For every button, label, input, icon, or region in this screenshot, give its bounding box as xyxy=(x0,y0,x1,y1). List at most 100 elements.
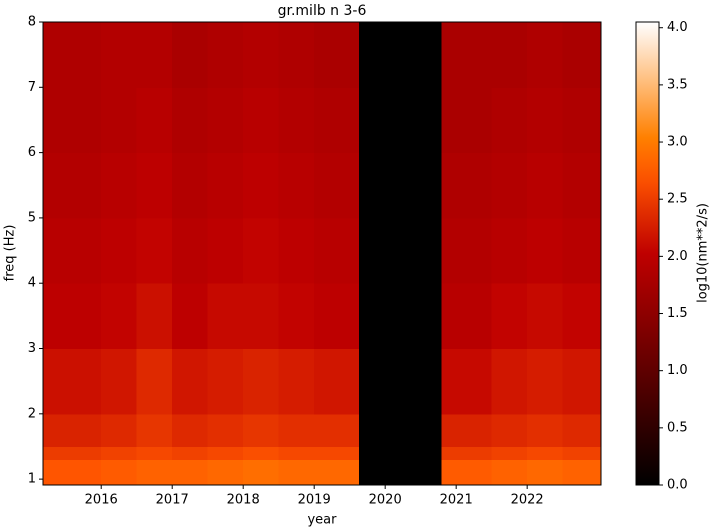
heatmap-cell xyxy=(43,348,102,415)
colorbar-tick-label: 4.0 xyxy=(667,20,688,35)
heatmap-cell xyxy=(101,22,138,88)
heatmap-cell xyxy=(441,22,493,88)
heatmap-cell xyxy=(441,152,493,219)
heatmap-cell xyxy=(43,152,102,219)
heatmap-cell xyxy=(136,283,173,350)
heatmap-cell xyxy=(172,22,209,88)
heatmap-cell xyxy=(172,152,209,219)
heatmap-cell xyxy=(441,446,493,461)
heatmap-cell xyxy=(278,413,315,447)
heatmap-cell xyxy=(491,446,528,461)
heatmap-cell xyxy=(562,22,602,88)
heatmap-cell xyxy=(278,348,315,415)
heatmap-cell xyxy=(243,87,280,154)
colorbar-label: log10(nm**2/s) xyxy=(696,203,711,303)
heatmap-cell xyxy=(491,459,528,486)
y-tick-label: 7 xyxy=(28,80,36,95)
heatmap-cell xyxy=(491,217,528,284)
colorbar-tick-label: 2.0 xyxy=(667,249,688,264)
heatmap-cell xyxy=(207,283,244,350)
y-tick-label: 8 xyxy=(28,15,36,30)
x-tick-label: 2021 xyxy=(440,493,473,508)
heatmap-cell xyxy=(43,446,102,461)
heatmap-cell xyxy=(207,152,244,219)
heatmap-cell xyxy=(43,283,102,350)
heatmap-cell xyxy=(358,413,442,447)
heatmap-cell xyxy=(358,152,442,219)
x-tick-label: 2016 xyxy=(85,493,118,508)
heatmap-cell xyxy=(136,459,173,486)
heatmap-cell xyxy=(43,22,102,88)
y-tick-label: 4 xyxy=(28,276,36,291)
heatmap-cell xyxy=(358,446,442,461)
heatmap-cell xyxy=(314,283,360,350)
colorbar-tick-label: 2.5 xyxy=(667,192,688,207)
colorbar-tick-label: 0.0 xyxy=(667,478,688,493)
heatmap-cell xyxy=(314,217,360,284)
chart-title: gr.milb n 3-6 xyxy=(278,3,367,19)
heatmap-cell xyxy=(314,446,360,461)
heatmap-cell xyxy=(527,446,564,461)
heatmap-cell xyxy=(527,459,564,486)
heatmap-cell xyxy=(101,459,138,486)
y-tick-label: 3 xyxy=(28,341,36,356)
heatmap-cell xyxy=(101,283,138,350)
heatmap-cell xyxy=(43,413,102,447)
heatmap-cell xyxy=(136,22,173,88)
colorbar xyxy=(635,21,660,486)
heatmap-cell xyxy=(172,283,209,350)
heatmap-cell xyxy=(358,22,442,88)
heatmap-cell xyxy=(441,283,493,350)
heatmap-cell xyxy=(278,152,315,219)
y-tick-label: 2 xyxy=(28,406,36,421)
heatmap-cell xyxy=(278,217,315,284)
heatmap-cell xyxy=(441,217,493,284)
heatmap-cell xyxy=(562,217,602,284)
heatmap-cell xyxy=(101,87,138,154)
heatmap-cell xyxy=(101,217,138,284)
x-tick-label: 2020 xyxy=(369,493,402,508)
heatmap-cell xyxy=(491,22,528,88)
heatmap-cell xyxy=(441,348,493,415)
heatmap-cell xyxy=(136,87,173,154)
heatmap-cell xyxy=(491,152,528,219)
heatmap-cell xyxy=(101,413,138,447)
heatmap-cell xyxy=(172,87,209,154)
x-tick-label: 2022 xyxy=(511,493,544,508)
heatmap-cell xyxy=(491,348,528,415)
heatmap-cell xyxy=(527,348,564,415)
heatmap-cell xyxy=(172,217,209,284)
y-tick-label: 6 xyxy=(28,145,36,160)
heatmap-cell xyxy=(207,446,244,461)
heatmap-cell xyxy=(358,87,442,154)
heatmap-cell xyxy=(527,87,564,154)
heatmap-cell xyxy=(491,87,528,154)
heatmap-cell xyxy=(136,413,173,447)
heatmap-cell xyxy=(278,22,315,88)
heatmap-cell xyxy=(101,152,138,219)
heatmap-cell xyxy=(136,217,173,284)
heatmap-cell xyxy=(243,152,280,219)
heatmap-cell xyxy=(562,413,602,447)
heatmap-cell xyxy=(562,446,602,461)
heatmap-cell xyxy=(172,446,209,461)
heatmap-cell xyxy=(358,217,442,284)
heatmap-cell xyxy=(278,87,315,154)
y-tick-label: 5 xyxy=(28,210,36,225)
heatmap-cell xyxy=(441,459,493,486)
x-tick-label: 2018 xyxy=(227,493,260,508)
heatmap-cell xyxy=(207,348,244,415)
heatmap-cell xyxy=(136,348,173,415)
x-tick-label: 2019 xyxy=(298,493,331,508)
heatmap-cell xyxy=(101,446,138,461)
colorbar-tick-label: 1.5 xyxy=(667,306,688,321)
heatmap-cell xyxy=(207,459,244,486)
y-tick-label: 1 xyxy=(28,472,36,487)
heatmap-cell xyxy=(136,446,173,461)
heatmap-cell xyxy=(562,459,602,486)
heatmap-cell xyxy=(562,283,602,350)
heatmap-cell xyxy=(43,217,102,284)
heatmap-cell xyxy=(562,152,602,219)
heatmap-cell xyxy=(314,87,360,154)
heatmap-cell xyxy=(314,22,360,88)
